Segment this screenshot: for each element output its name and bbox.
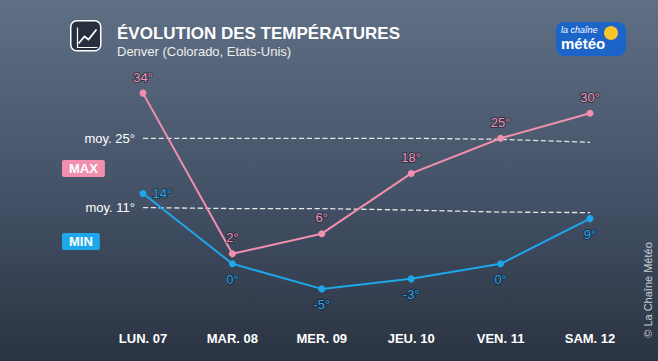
svg-text:6°: 6° (316, 210, 328, 225)
svg-text:SAM. 12: SAM. 12 (565, 331, 616, 346)
svg-text:0°: 0° (226, 272, 238, 287)
svg-text:moy. 25°: moy. 25° (85, 131, 135, 146)
svg-text:VEN. 11: VEN. 11 (477, 331, 525, 346)
svg-text:MER. 09: MER. 09 (297, 331, 348, 346)
svg-text:MIN: MIN (69, 234, 93, 249)
svg-text:MAX: MAX (69, 161, 98, 176)
svg-text:la chaîne: la chaîne (561, 25, 598, 35)
svg-text:© La Chaîne Météo: © La Chaîne Météo (642, 242, 654, 338)
svg-text:moy. 11°: moy. 11° (85, 200, 135, 215)
svg-text:-3°: -3° (403, 287, 420, 302)
svg-text:18°: 18° (401, 150, 421, 165)
svg-text:25°: 25° (491, 115, 511, 130)
svg-text:9°: 9° (584, 227, 596, 242)
svg-text:-5°: -5° (313, 297, 330, 312)
svg-text:0°: 0° (494, 272, 506, 287)
svg-text:JEU. 10: JEU. 10 (388, 331, 435, 346)
svg-text:MAR. 08: MAR. 08 (207, 331, 258, 346)
svg-text:météo: météo (561, 35, 605, 52)
svg-text:14°: 14° (153, 186, 173, 201)
svg-text:34°: 34° (133, 70, 153, 85)
svg-text:2°: 2° (226, 230, 238, 245)
svg-text:Denver (Colorado, Etats-Unis): Denver (Colorado, Etats-Unis) (117, 44, 291, 59)
svg-text:LUN. 07: LUN. 07 (119, 331, 167, 346)
svg-text:ÉVOLUTION DES TEMPÉRATURES: ÉVOLUTION DES TEMPÉRATURES (117, 24, 400, 43)
svg-text:30°: 30° (580, 90, 600, 105)
